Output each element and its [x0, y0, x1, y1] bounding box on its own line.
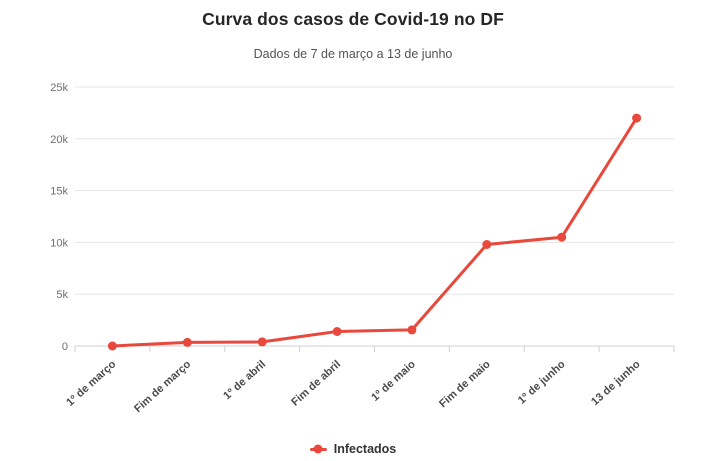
- data-point[interactable]: [557, 232, 567, 242]
- x-axis-label: 13 de junho: [589, 358, 643, 408]
- x-axis-label: 1º de maio: [369, 358, 418, 404]
- y-axis-label: 25k: [50, 82, 68, 94]
- data-point[interactable]: [482, 240, 492, 249]
- chart-subtitle: Dados de 7 de março a 13 de junho: [253, 47, 453, 61]
- x-axis-label: Fim de março: [132, 358, 193, 415]
- y-axis-label: 5k: [56, 289, 68, 301]
- y-axis-label: 10k: [50, 237, 68, 249]
- data-point[interactable]: [257, 337, 267, 347]
- series-line-infectados: [110, 116, 639, 348]
- chart-title: Curva dos casos de Covid-19 no DF: [202, 9, 504, 29]
- legend-item-infectados[interactable]: Infectados: [309, 442, 397, 456]
- x-axis-label: 1º de junho: [516, 358, 568, 407]
- data-point[interactable]: [632, 113, 642, 123]
- data-point[interactable]: [332, 327, 342, 336]
- data-point[interactable]: [107, 341, 117, 351]
- data-point[interactable]: [182, 337, 192, 347]
- x-axis-label: 1º de março: [64, 358, 118, 409]
- y-axis-label: 15k: [50, 186, 68, 198]
- x-axis-label: Fim de abril: [289, 358, 343, 408]
- y-axis-label: 20k: [50, 134, 68, 146]
- line-dot-marker-icon: [309, 447, 327, 451]
- legend-label: Infectados: [333, 442, 397, 456]
- x-axis-label: 1º de abril: [221, 358, 268, 402]
- data-point[interactable]: [407, 325, 417, 335]
- y-axis-label: 0: [62, 341, 68, 353]
- x-axis-label: Fim de maio: [437, 358, 493, 410]
- chart-legend: Infectados: [0, 442, 706, 456]
